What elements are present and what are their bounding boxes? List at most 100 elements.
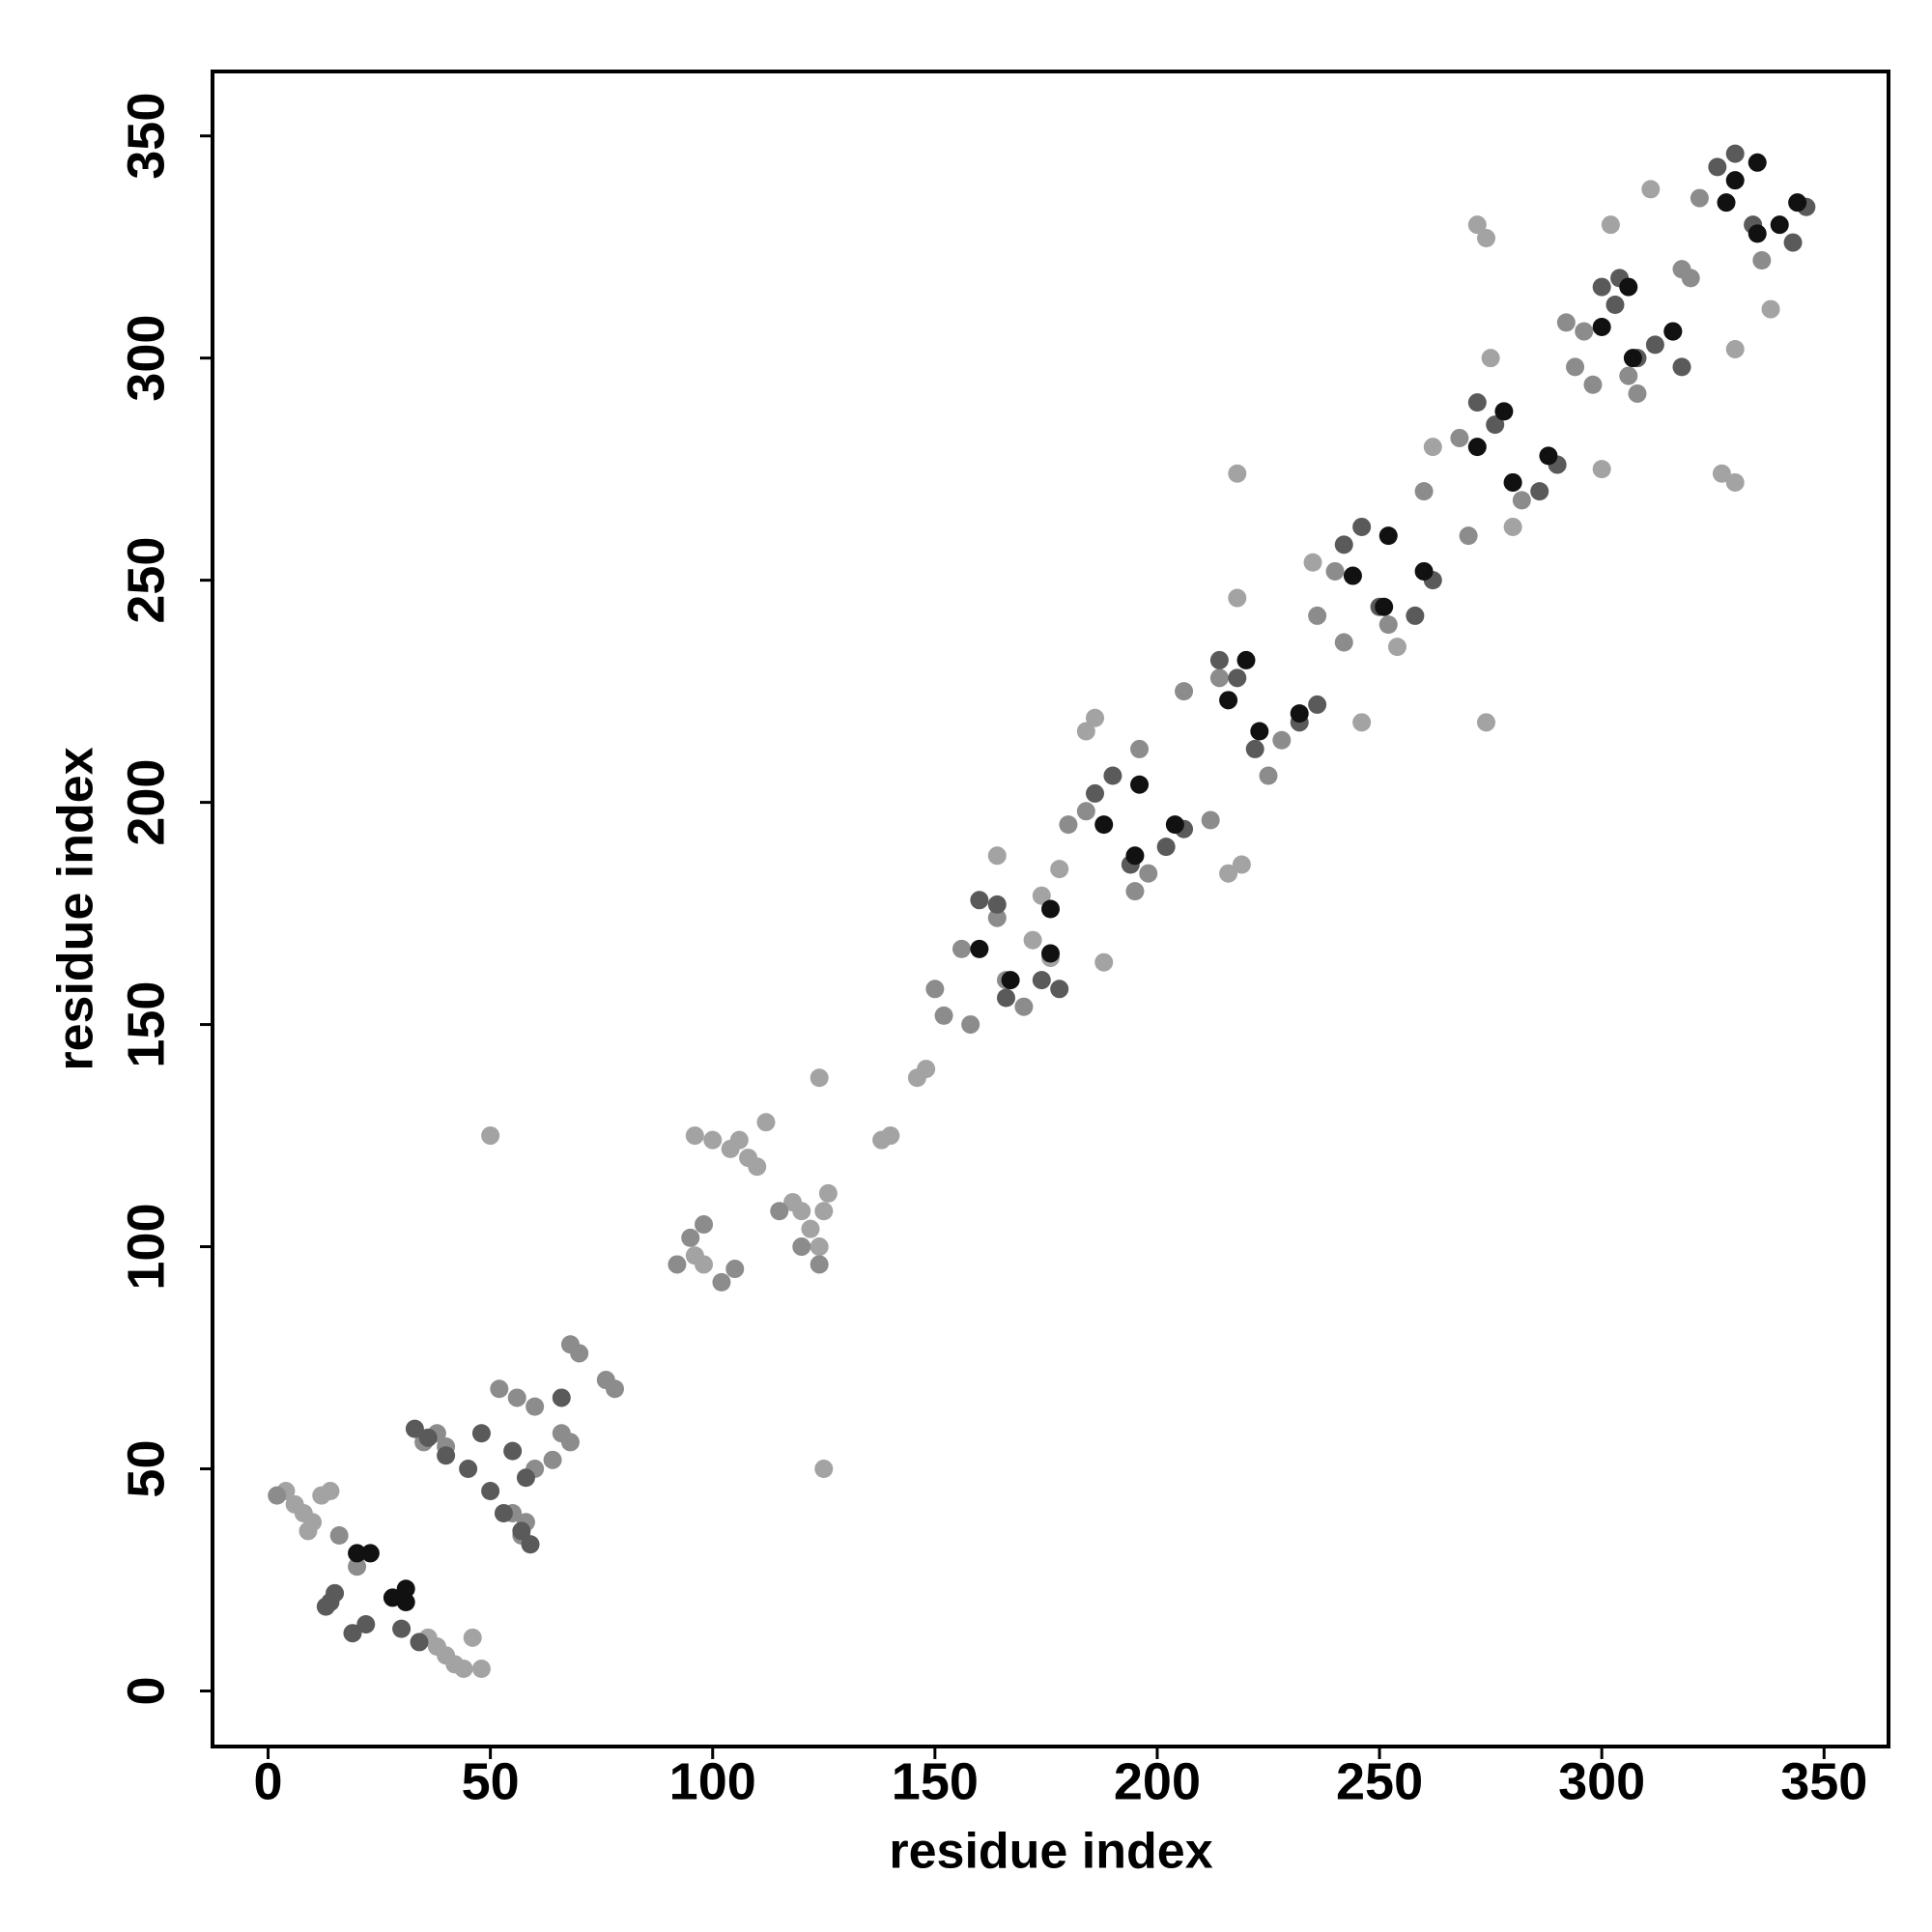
point — [881, 1126, 900, 1146]
point — [481, 1482, 500, 1501]
point — [1467, 438, 1487, 457]
point — [494, 1504, 513, 1523]
point — [695, 1215, 714, 1235]
point — [1663, 322, 1683, 341]
point — [512, 1521, 531, 1541]
y-tick-label: 0 — [117, 1676, 175, 1705]
point — [463, 1628, 482, 1647]
point — [1672, 357, 1691, 377]
point — [1605, 295, 1625, 314]
point — [1503, 472, 1522, 492]
point — [1050, 860, 1069, 879]
x-tick-label: 250 — [1336, 1752, 1423, 1810]
point — [326, 1583, 345, 1603]
point — [1619, 277, 1638, 297]
x-tick-label: 100 — [669, 1752, 756, 1810]
point — [1575, 322, 1594, 341]
point — [1681, 269, 1700, 288]
point — [507, 1388, 526, 1407]
point — [783, 1193, 803, 1212]
point — [1250, 722, 1269, 741]
point — [454, 1660, 473, 1679]
y-axis-title: residue index — [48, 747, 104, 1070]
x-tick-label: 150 — [892, 1752, 979, 1810]
point — [770, 1202, 789, 1221]
point — [1219, 864, 1238, 883]
plot-frame — [211, 70, 1890, 1748]
point — [1645, 335, 1664, 355]
point — [1725, 339, 1745, 358]
point — [952, 939, 971, 958]
point — [1770, 215, 1789, 235]
point — [1592, 460, 1611, 479]
point — [996, 988, 1015, 1008]
point — [1725, 171, 1745, 190]
point — [1494, 402, 1514, 421]
point — [917, 1060, 936, 1079]
point — [1583, 375, 1603, 394]
point — [1236, 650, 1256, 669]
point — [1477, 713, 1496, 732]
point — [748, 1157, 767, 1177]
point — [383, 1588, 402, 1607]
point — [1041, 944, 1060, 963]
point — [681, 1228, 700, 1247]
point — [526, 1397, 545, 1416]
point — [1094, 815, 1114, 835]
point — [1103, 766, 1122, 785]
point — [1592, 317, 1611, 336]
point — [1343, 566, 1362, 585]
point — [360, 1544, 380, 1563]
point — [1094, 952, 1114, 972]
y-tick-label: 250 — [117, 537, 175, 624]
y-tick-label: 350 — [117, 93, 175, 180]
point — [396, 1579, 415, 1599]
point — [1378, 615, 1398, 635]
point — [1308, 695, 1327, 714]
point — [298, 1521, 318, 1541]
x-tick-label: 200 — [1114, 1752, 1201, 1810]
point — [1761, 299, 1780, 319]
point — [321, 1482, 340, 1501]
point — [1450, 428, 1469, 447]
point — [1165, 815, 1184, 835]
point — [1245, 739, 1264, 758]
x-tick-label: 300 — [1558, 1752, 1645, 1810]
point — [1467, 215, 1487, 235]
point — [1334, 535, 1353, 554]
point — [1556, 313, 1576, 332]
point — [418, 1428, 438, 1447]
point — [810, 1255, 829, 1274]
point — [1232, 855, 1251, 874]
point — [268, 1486, 287, 1505]
point — [685, 1126, 704, 1146]
point — [1387, 638, 1406, 657]
point — [1290, 704, 1309, 724]
point — [987, 895, 1007, 914]
point — [1725, 472, 1745, 492]
point — [814, 1460, 834, 1479]
point — [810, 1237, 829, 1257]
point — [1717, 193, 1736, 213]
point — [1623, 349, 1642, 368]
point — [961, 1015, 980, 1035]
point — [1477, 228, 1496, 247]
point — [471, 1424, 491, 1443]
point — [605, 1379, 624, 1399]
point — [1209, 668, 1229, 688]
point — [1130, 775, 1150, 794]
point — [343, 1624, 362, 1643]
point — [1566, 357, 1585, 377]
x-tick-label: 50 — [462, 1752, 520, 1810]
point — [1512, 491, 1531, 510]
point — [1352, 517, 1372, 536]
point — [1219, 691, 1238, 710]
point — [1076, 802, 1095, 821]
point — [1592, 277, 1611, 297]
point — [1041, 899, 1060, 919]
y-tick-label: 300 — [117, 315, 175, 402]
point — [925, 980, 945, 999]
point — [810, 1068, 829, 1088]
point — [1032, 971, 1051, 990]
